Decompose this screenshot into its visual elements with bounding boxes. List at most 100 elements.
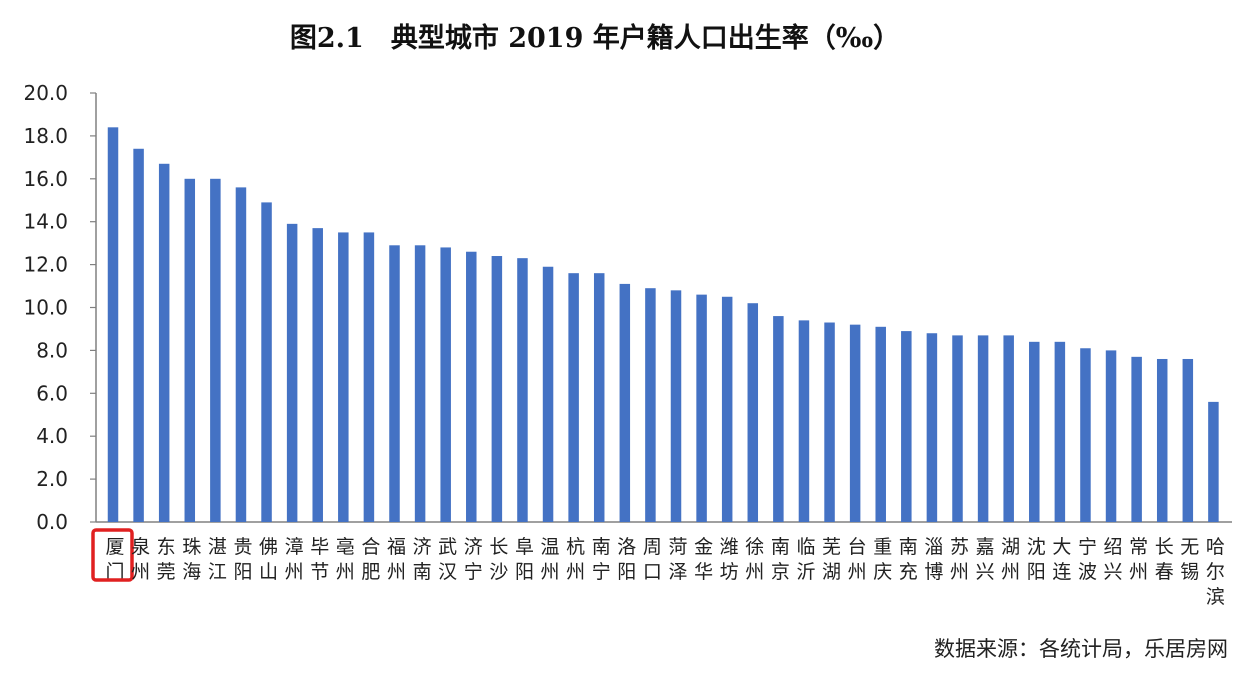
bar: [798, 320, 810, 522]
x-tick-label: 菏泽: [668, 536, 687, 583]
x-tick-label: 金华: [694, 536, 713, 583]
bar: [1156, 358, 1168, 522]
bar: [1003, 335, 1014, 522]
x-tick-label: 徐州: [745, 536, 764, 583]
bar: [491, 256, 503, 522]
y-tick-label: 20.0: [23, 81, 68, 105]
bar: [1054, 341, 1066, 522]
x-tick-label: 无锡: [1180, 536, 1199, 583]
bars: [107, 127, 1219, 523]
source-note: 数据来源：各统计局，乐居房网: [934, 637, 1228, 661]
x-tick-label: 长春: [1155, 536, 1174, 583]
y-tick-label: 12.0: [23, 253, 68, 277]
x-tick-label: 温州: [541, 536, 560, 583]
x-tick-label: 周口: [643, 536, 662, 583]
y-tick-label: 8.0: [36, 338, 68, 362]
x-tick-label: 泉州: [131, 536, 150, 583]
x-tick-label: 佛山: [259, 536, 278, 583]
x-tick-label: 常州: [1129, 536, 1148, 583]
y-tick-label: 4.0: [36, 424, 68, 448]
bar: [1208, 401, 1219, 522]
bar: [670, 290, 682, 522]
x-tick-label: 亳州: [336, 536, 355, 583]
bar: [542, 266, 554, 522]
x-tick-label: 洛阳: [617, 536, 636, 583]
bar: [721, 296, 733, 522]
bar: [338, 232, 349, 523]
bar: [261, 202, 272, 522]
bar: [875, 326, 886, 522]
bar: [517, 258, 528, 522]
y-tick-label: 18.0: [23, 124, 68, 148]
bar: [363, 232, 375, 523]
bar: [645, 288, 656, 522]
x-tick-label: 济南: [413, 536, 432, 583]
bar: [1182, 358, 1194, 522]
bar: [107, 127, 119, 522]
bar: [158, 163, 170, 522]
bar: [696, 294, 707, 522]
x-tick-label: 淄博: [924, 536, 943, 583]
bar: [389, 245, 400, 523]
bar: [977, 335, 989, 522]
bar: [926, 333, 938, 522]
x-tick-label: 合肥: [361, 536, 380, 583]
y-tick-label: 16.0: [23, 167, 68, 191]
bar: [1131, 356, 1142, 522]
bar: [133, 148, 144, 522]
x-tick-label: 武汉: [438, 536, 457, 583]
x-tick-label: 南京: [771, 536, 790, 583]
bar: [184, 178, 196, 523]
y-tick-label: 10.0: [23, 296, 68, 320]
x-tick-label: 阜阳: [515, 536, 534, 583]
x-tick-label: 珠海: [182, 536, 201, 583]
bar: [312, 228, 323, 522]
x-tick-label: 沈阳: [1027, 536, 1046, 583]
x-axis-labels: 厦门泉州东莞珠海湛江贵阳佛山漳州毕节亳州合肥福州济南武汉济宁长沙阜阳温州杭州南宁…: [91, 528, 1225, 608]
x-tick-label: 贵阳: [233, 536, 252, 583]
x-tick-label: 重庆: [873, 536, 892, 583]
x-tick-label: 济宁: [464, 536, 483, 583]
bar: [1029, 341, 1040, 522]
x-tick-label: 宁波: [1078, 536, 1097, 583]
x-tick-label: 杭州: [566, 536, 585, 583]
y-tick-label: 6.0: [36, 381, 68, 405]
x-tick-label: 大连: [1052, 536, 1071, 583]
chart-title: 图2.1 典型城市 2019 年户籍人口出生率（‰）: [289, 23, 901, 54]
x-tick-label: 南充: [899, 536, 918, 583]
x-tick-label: 嘉兴: [976, 536, 995, 583]
x-tick-label: 毕节: [310, 536, 329, 583]
bar: [773, 316, 784, 522]
bar: [824, 322, 835, 522]
x-tick-label: 南宁: [592, 536, 611, 583]
bar: [235, 187, 247, 522]
x-tick-label: 湖州: [1001, 536, 1020, 583]
x-tick-label: 潍坊: [720, 536, 739, 583]
x-tick-label: 哈尔滨: [1206, 536, 1225, 608]
bar: [849, 324, 861, 522]
x-tick-label: 厦门: [105, 536, 124, 583]
x-tick-label: 福州: [387, 536, 406, 583]
bar: [466, 251, 477, 523]
x-tick-label: 长沙: [489, 536, 508, 583]
y-tick-label: 2.0: [36, 467, 68, 491]
bar: [210, 178, 221, 523]
x-tick-label: 临沂: [796, 536, 815, 583]
x-tick-label: 苏州: [950, 536, 969, 583]
bar: [440, 247, 451, 522]
bar: [952, 335, 963, 522]
x-tick-label: 东莞: [157, 536, 176, 583]
bar: [901, 331, 912, 522]
x-tick-label: 台州: [848, 536, 867, 583]
y-tick-label: 0.0: [36, 510, 68, 534]
bar: [593, 273, 605, 522]
bar: [747, 303, 759, 522]
bar: [286, 223, 298, 522]
bar: [1080, 348, 1091, 522]
bar: [1105, 350, 1117, 522]
y-tick-label: 14.0: [23, 210, 68, 234]
x-tick-label: 芜湖: [822, 536, 841, 583]
x-tick-label: 绍兴: [1104, 536, 1123, 583]
y-axis: 0.0 2.0 4.0 6.0 8.0 10.0 12.0 14.0 16.0 18.0 20.0: [23, 81, 1232, 534]
